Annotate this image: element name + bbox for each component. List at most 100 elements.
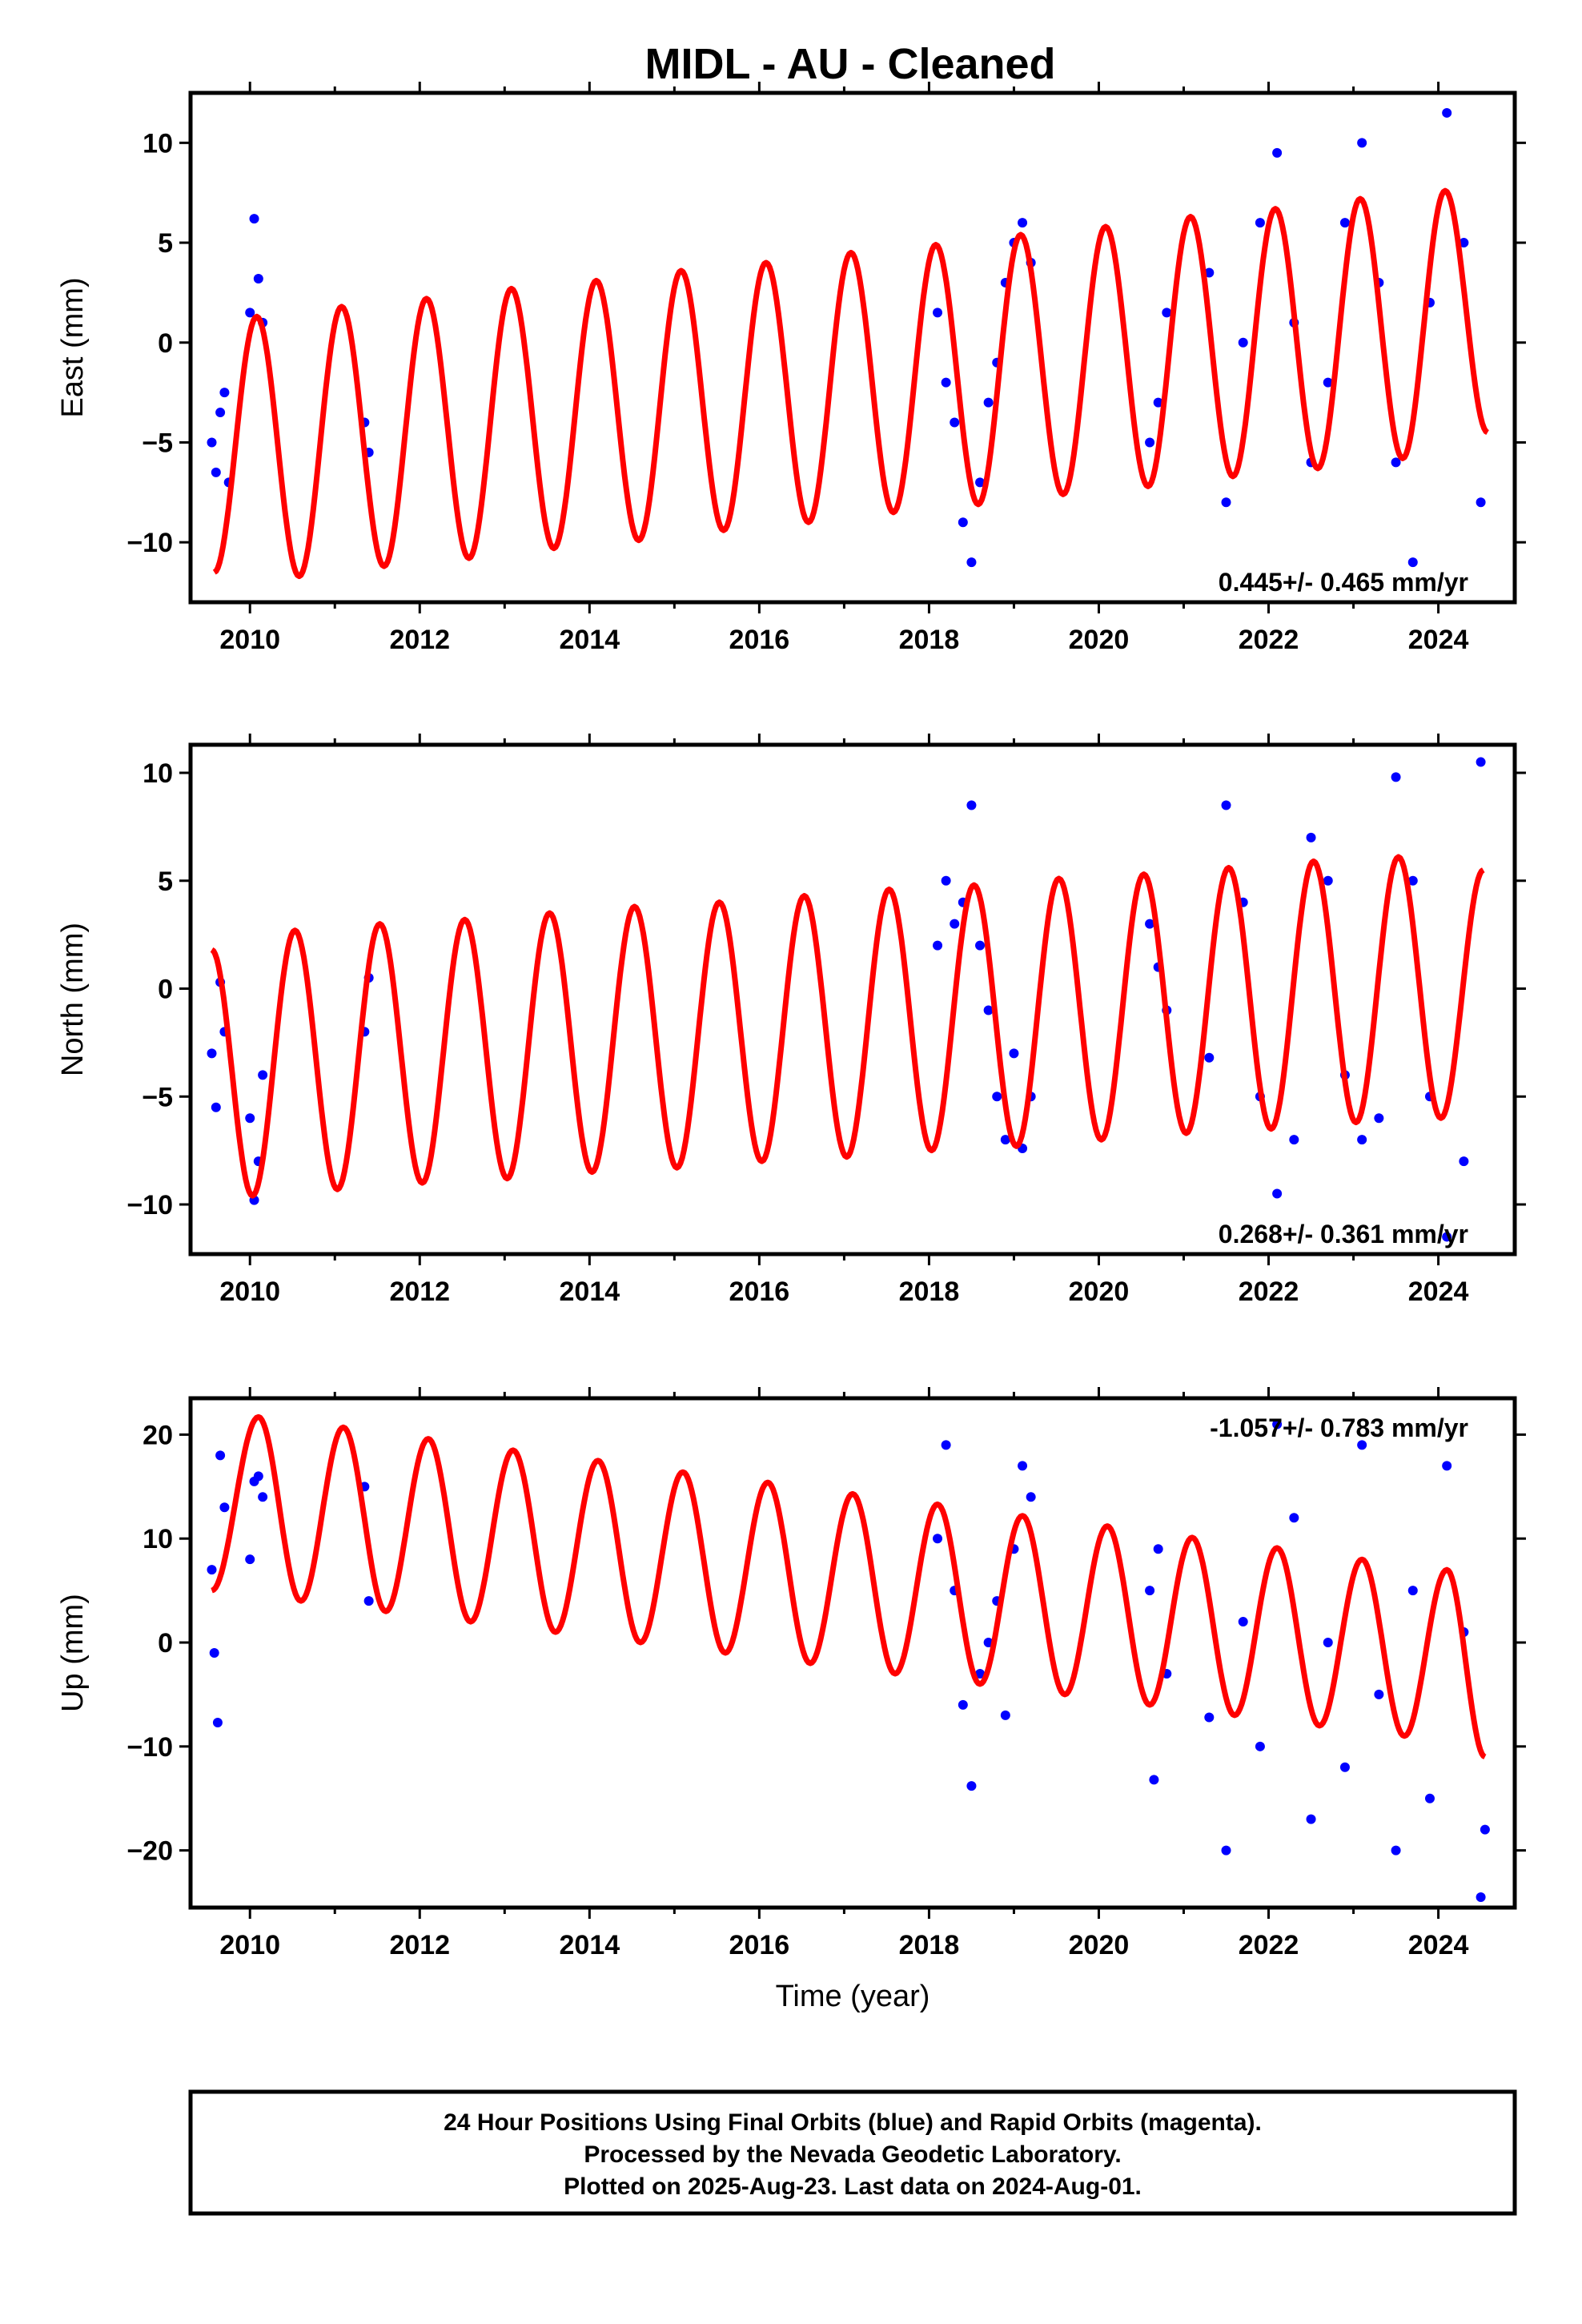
x-tick-label: 2012	[389, 1277, 450, 1307]
x-tick-label: 2024	[1408, 1930, 1469, 1960]
data-point	[941, 1440, 951, 1450]
data-point	[1476, 497, 1486, 508]
data-point	[1323, 1638, 1333, 1648]
data-point	[219, 388, 230, 398]
y-tick-label: 20	[143, 1420, 173, 1450]
data-point	[1306, 832, 1316, 842]
y-tick-label: −20	[126, 1836, 173, 1867]
data-point	[1221, 1845, 1231, 1856]
data-point	[1018, 1461, 1028, 1471]
fit-curve	[212, 187, 1489, 580]
chart-title: MIDL - AU - Cleaned	[644, 40, 1055, 88]
data-point	[1204, 267, 1215, 278]
y-tick-label: 5	[158, 866, 173, 897]
data-point	[966, 800, 977, 810]
data-point	[245, 308, 255, 318]
y-axis-label: North (mm)	[56, 923, 90, 1076]
data-point	[211, 467, 221, 477]
data-point	[212, 1717, 223, 1727]
y-tick-label: 0	[158, 1628, 173, 1659]
data-point	[207, 437, 217, 448]
y-tick-label: 10	[143, 128, 173, 159]
data-point	[992, 1092, 1002, 1102]
footer-line-3: Plotted on 2025-Aug-23. Last data on 202…	[564, 2173, 1142, 2200]
data-point	[1018, 218, 1028, 228]
data-point	[245, 1113, 255, 1124]
fit-curve	[210, 854, 1485, 1199]
y-tick-label: 10	[143, 758, 173, 789]
data-point	[1459, 238, 1469, 248]
data-point	[1009, 1048, 1019, 1059]
data-point	[1480, 1824, 1490, 1835]
data-point	[207, 1565, 217, 1575]
y-tick-label: 10	[143, 1524, 173, 1554]
data-point	[209, 1648, 219, 1658]
y-tick-label: 5	[158, 228, 173, 259]
y-tick-label: 0	[158, 975, 173, 1005]
data-point	[1255, 218, 1265, 228]
y-tick-label: −10	[126, 1190, 173, 1220]
data-point	[933, 940, 943, 951]
data-point	[1272, 147, 1283, 158]
data-point	[249, 214, 259, 224]
data-point	[1289, 1135, 1299, 1145]
x-tick-label: 2014	[560, 625, 620, 655]
data-point	[983, 397, 994, 408]
data-point	[1407, 1586, 1418, 1596]
data-point	[1357, 1135, 1367, 1145]
data-point	[1407, 557, 1418, 568]
data-point	[1357, 138, 1367, 148]
data-point	[950, 919, 960, 929]
data-point	[1000, 1710, 1010, 1720]
x-tick-label: 2022	[1239, 1277, 1299, 1307]
data-point	[1391, 1845, 1401, 1856]
data-point	[1442, 1461, 1452, 1471]
data-point	[1391, 772, 1401, 782]
data-point	[1476, 757, 1486, 767]
data-point	[983, 1005, 994, 1015]
data-point	[1323, 875, 1333, 886]
data-point	[975, 1668, 986, 1679]
y-axis-label: East (mm)	[56, 277, 90, 417]
data-point	[1442, 107, 1452, 118]
data-point	[966, 1781, 977, 1791]
data-point	[1026, 1492, 1036, 1502]
data-point	[1162, 308, 1172, 318]
data-point	[1357, 1440, 1367, 1450]
data-point	[1204, 1712, 1215, 1723]
x-tick-label: 2016	[729, 625, 790, 655]
data-point	[1255, 1741, 1265, 1751]
y-tick-label: 0	[158, 328, 173, 359]
data-point	[215, 1450, 226, 1461]
data-point	[258, 1070, 268, 1080]
data-point	[975, 477, 986, 488]
data-point	[1323, 377, 1333, 388]
y-tick-label: −5	[142, 1082, 173, 1112]
x-tick-label: 2010	[219, 625, 280, 655]
y-tick-label: −5	[142, 428, 173, 458]
data-point	[253, 1471, 263, 1482]
data-point	[363, 1596, 374, 1606]
fit-curve	[211, 1413, 1487, 1759]
data-point	[1149, 1775, 1159, 1785]
data-point	[1145, 437, 1155, 448]
x-tick-label: 2016	[729, 1930, 790, 1960]
data-point	[966, 557, 977, 568]
data-point	[1374, 1689, 1384, 1699]
data-point	[1459, 1156, 1469, 1167]
data-point	[941, 377, 951, 388]
rate-annotation: 0.445+/- 0.465 mm/yr	[1219, 568, 1468, 597]
data-point	[1221, 497, 1231, 508]
y-tick-label: −10	[126, 528, 173, 558]
data-point	[941, 875, 951, 886]
up-panel: −20 −10 0 10 20 2010 2012 2014 2016 2018 2020 2022 2…	[56, 1387, 1526, 2013]
x-tick-label: 2014	[560, 1277, 620, 1307]
x-tick-label: 2010	[219, 1277, 280, 1307]
data-point	[1306, 1814, 1316, 1824]
footer-box	[188, 2089, 1517, 2216]
y-axis-label: Up (mm)	[56, 1594, 90, 1712]
data-point	[219, 1502, 230, 1513]
x-tick-label: 2012	[389, 1930, 450, 1960]
x-tick-label: 2022	[1239, 1930, 1299, 1960]
